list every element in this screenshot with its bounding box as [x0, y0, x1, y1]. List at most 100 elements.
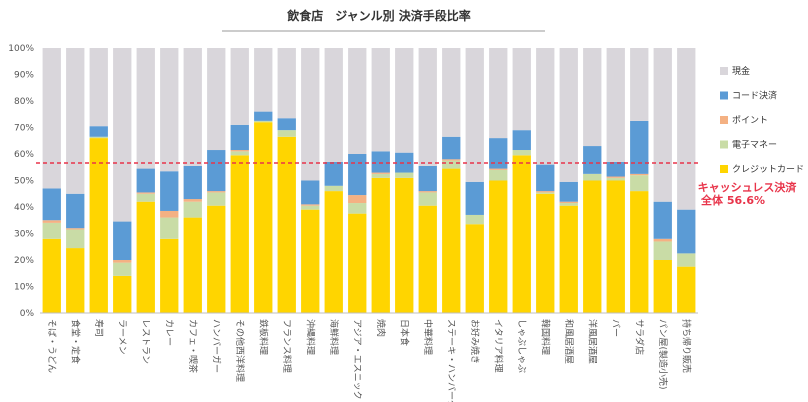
bar-segment: [512, 48, 531, 131]
bar-segment: [324, 48, 343, 162]
bar-segment: [160, 217, 179, 239]
y-tick-label: 40%: [14, 203, 34, 213]
bar-segment: [606, 176, 625, 178]
bar-segment: [113, 260, 132, 263]
y-tick-label: 20%: [14, 256, 34, 266]
bar-segment: [442, 136, 461, 160]
bar-segment: [371, 151, 390, 173]
x-tick-label: 中華料理: [422, 319, 434, 355]
bar-segment: [536, 164, 555, 192]
bar-segment: [324, 161, 343, 186]
bar-segment: [207, 150, 226, 192]
bar-segment: [536, 48, 555, 165]
bar-segment: [136, 48, 155, 169]
bar-segment: [395, 152, 414, 173]
bar-segment: [677, 48, 696, 210]
legend-label: 現金: [732, 65, 750, 77]
x-tick-label: お好み焼き: [469, 319, 481, 364]
bar-segment: [442, 159, 461, 161]
x-tick-label: 食堂・定食: [69, 319, 81, 364]
bar-segment: [395, 48, 414, 153]
bar-segment: [512, 150, 531, 156]
bar-segment: [418, 165, 437, 192]
bar-segment: [465, 48, 484, 182]
bar-segment: [489, 168, 508, 170]
bar-segment: [442, 168, 461, 313]
bar-segment: [583, 180, 602, 313]
bar-segment: [653, 238, 672, 242]
bar-segment: [42, 188, 61, 221]
bar-segment: [536, 191, 555, 193]
x-tick-label: フランス料理: [281, 319, 293, 373]
bar-segment: [489, 138, 508, 169]
x-tick-label: しゃぶしゃぶ: [516, 319, 527, 373]
bar-segment: [395, 177, 414, 313]
legend-swatch: [720, 165, 728, 173]
bar-segment: [301, 209, 320, 313]
bar-segment: [465, 181, 484, 215]
bar-segment: [653, 201, 672, 239]
bar-segment: [183, 165, 202, 200]
bar-segment: [348, 213, 367, 314]
y-tick-label: 50%: [14, 177, 34, 187]
bar-segment: [395, 172, 414, 178]
bar-segment: [348, 195, 367, 204]
bar-segment: [630, 120, 649, 174]
y-tick-label: 60%: [14, 150, 34, 160]
x-tick-label: ハンバーガー: [210, 319, 221, 373]
bar-segment: [113, 221, 132, 260]
chart-title: 飲食店 ジャンル別 決済手段比率: [286, 8, 471, 23]
bar-segment: [277, 130, 296, 137]
bar-segment: [301, 48, 320, 181]
bar-segment: [89, 138, 108, 313]
bar-segment: [348, 48, 367, 154]
bar-segment: [66, 48, 85, 194]
bar-segment: [301, 205, 320, 210]
x-tick-label: 和風居酒屋: [563, 319, 574, 364]
bar-segment: [207, 205, 226, 313]
bar-segment: [418, 48, 437, 166]
bar-segment: [465, 214, 484, 225]
bar-segment: [160, 238, 179, 313]
x-tick-label: ステーキ・ハンバーグ: [445, 319, 457, 402]
x-tick-label: 寿司: [93, 319, 105, 337]
y-tick-label: 10%: [14, 283, 34, 293]
bar-segment: [136, 201, 155, 313]
x-tick-label: イタリア料理: [492, 319, 504, 373]
bar-segment: [113, 275, 132, 313]
x-tick-label: その他西洋料理: [234, 319, 246, 382]
bar-segment: [230, 48, 249, 125]
bar-segment: [653, 260, 672, 313]
bar-segment: [113, 48, 132, 222]
y-tick-label: 90%: [14, 71, 34, 81]
bar-segment: [136, 193, 155, 202]
legend-swatch: [720, 140, 728, 149]
bar-segment: [606, 161, 625, 177]
bar-segment: [559, 181, 578, 202]
bar-segment: [583, 48, 602, 147]
bar-segment: [489, 180, 508, 313]
x-tick-label: 焼肉: [375, 319, 387, 337]
bar-segment: [630, 191, 649, 313]
bar-segment: [653, 241, 672, 260]
bar-segment: [348, 203, 367, 214]
bar-segment: [653, 48, 672, 202]
bar-segment: [42, 48, 61, 189]
bar-segment: [606, 177, 625, 181]
reference-label-line1: キャッシュレス決済: [698, 180, 798, 194]
bar-segment: [559, 203, 578, 206]
legend-swatch: [720, 91, 728, 100]
x-tick-label: アジア・エスニック: [351, 319, 362, 400]
y-tick-label: 30%: [14, 230, 34, 240]
bar-segment: [42, 220, 61, 223]
x-tick-label: 鉄板料理: [257, 319, 269, 355]
bar-segment: [66, 229, 85, 249]
bar-segment: [89, 126, 108, 137]
bar-segment: [536, 193, 555, 313]
bar-segment: [371, 173, 390, 178]
x-tick-label: カレー: [163, 319, 174, 346]
bar-segment: [418, 205, 437, 313]
bar-segment: [630, 48, 649, 121]
